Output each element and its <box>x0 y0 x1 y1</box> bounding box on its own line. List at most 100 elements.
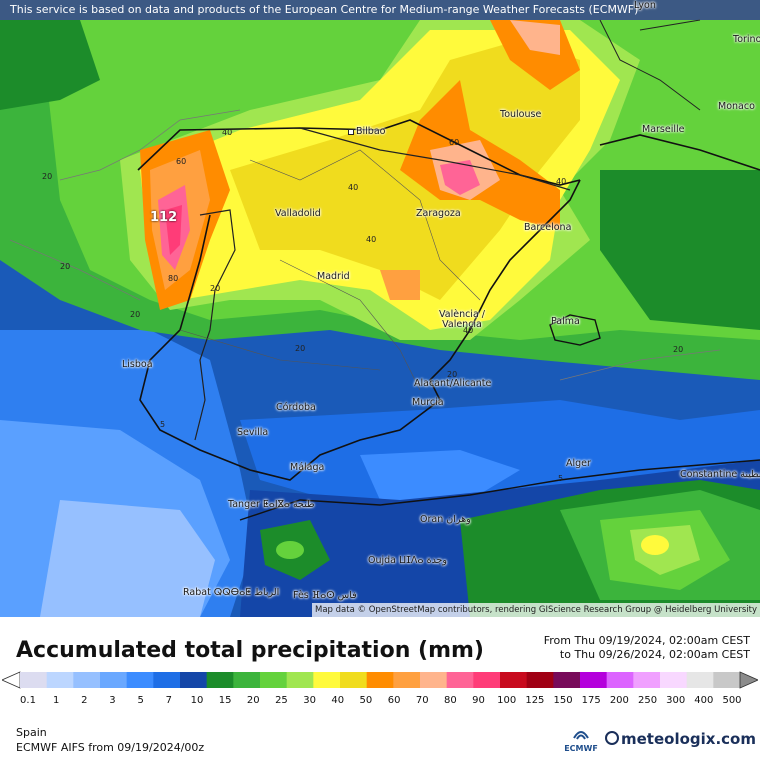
region-label: Spain <box>16 726 47 739</box>
model-run-label: ECMWF AIFS from 09/19/2024/00z <box>16 741 205 754</box>
legend-swatch <box>233 672 261 688</box>
legend-swatch <box>260 672 288 688</box>
city-lisboa[interactable]: Lisboa <box>122 359 153 370</box>
legend-tick-label: 40 <box>331 695 345 706</box>
contour-label: 20 <box>210 284 221 293</box>
ecmwf-logo-icon <box>573 731 589 740</box>
city-murcia[interactable]: Murcia <box>412 397 444 408</box>
legend-swatch <box>100 672 128 688</box>
legend-tick-label: 250 <box>637 695 658 706</box>
contour-label: 5 <box>160 420 166 429</box>
legend-tick-label: 50 <box>359 695 373 706</box>
city-oran[interactable]: Oran وهران <box>420 514 471 525</box>
city-toulouse[interactable]: Toulouse <box>500 109 542 120</box>
legend-swatch <box>366 672 394 688</box>
legend-swatch <box>340 672 368 688</box>
legend-tick-label: 2 <box>81 695 88 706</box>
contour-label: 20 <box>673 345 684 354</box>
legend-swatch <box>153 672 181 688</box>
legend-swatch <box>633 672 661 688</box>
city-valencia[interactable]: València / Valencia <box>439 309 485 330</box>
contour-label: 40 <box>222 128 233 137</box>
chart-title: Accumulated total precipitation (mm) <box>16 638 484 663</box>
city-sevilla[interactable]: Sevilla <box>237 427 269 438</box>
legend-swatch <box>660 672 688 688</box>
contour-label: 5 <box>558 474 564 483</box>
legend-tick-label: 1 <box>52 695 60 706</box>
legend-tick-label: 0.1 <box>20 695 36 706</box>
legend-swatch <box>446 672 474 688</box>
city-lyon[interactable]: Lyon <box>634 0 656 11</box>
disclaimer-banner: This service is based on data and produc… <box>0 0 760 20</box>
legend-swatch <box>286 672 314 688</box>
color-legend <box>2 671 758 689</box>
legend-swatch <box>180 672 208 688</box>
legend-swatch <box>206 672 234 688</box>
precipitation-field <box>0 0 760 617</box>
city-valladolid[interactable]: Valladolid <box>275 208 321 219</box>
city-oujda[interactable]: Oujda ⵡⵊⴷⴰ وجدة <box>368 555 448 566</box>
legend-swatch <box>20 672 48 688</box>
city-malaga[interactable]: Málaga <box>290 462 325 473</box>
city-tanger[interactable]: Tanger ⵟⴰⵏⴵⴰ طنجة <box>228 499 315 510</box>
legend-swatch <box>126 672 154 688</box>
contour-label: 60 <box>176 157 187 166</box>
contour-label: 20 <box>295 344 306 353</box>
legend-tick-label: 90 <box>472 695 485 706</box>
map-attribution: Map data © OpenStreetMap contributors, r… <box>312 603 760 617</box>
max-value-label: 112 <box>150 210 178 225</box>
city-bilbao[interactable]: Bilbao <box>348 126 385 137</box>
city-constantine[interactable]: Constantine قسنطينة <box>680 469 760 480</box>
legend-tick-label: 3 <box>109 695 116 706</box>
city-cordoba[interactable]: Córdoba <box>276 402 316 413</box>
city-rabat[interactable]: Rabat ⵕⵕⴱⴰⵟ الرباط <box>183 587 280 598</box>
time-period: From Thu 09/19/2024, 02:00am CEST to Thu… <box>544 634 750 662</box>
city-monaco[interactable]: Monaco <box>718 101 755 112</box>
legend-swatch <box>473 672 501 688</box>
city-zaragoza[interactable]: Zaragoza <box>416 208 461 219</box>
city-torino[interactable]: Torino <box>733 34 760 45</box>
legend-swatch <box>313 672 341 688</box>
contour-label: 40 <box>348 183 359 192</box>
contour-label: 20 <box>447 370 458 379</box>
legend-tick-label: 15 <box>218 695 232 706</box>
legend-tick-label: 200 <box>609 695 629 706</box>
legend-swatch <box>580 672 608 688</box>
legend-arrow-right <box>739 671 758 689</box>
legend-swatch <box>393 672 421 688</box>
legend-tick-label: 5 <box>137 695 144 706</box>
contour-label: 20 <box>130 310 141 319</box>
legend-tick-label: 150 <box>553 695 573 706</box>
legend-tick-label: 500 <box>722 695 742 706</box>
meteologix-logo[interactable]: meteologix.com <box>605 730 756 748</box>
legend-swatch <box>606 672 634 688</box>
legend-tick-label: 80 <box>444 695 457 706</box>
legend-tick-label: 30 <box>303 695 316 706</box>
city-fes[interactable]: Fès ⴼⴰⵙ فاس <box>293 590 357 601</box>
legend-swatch <box>526 672 554 688</box>
legend-swatch <box>713 672 741 688</box>
legend-tick-label: 125 <box>525 695 545 706</box>
contour-label: 20 <box>42 172 53 181</box>
city-alicante[interactable]: Alacant/Alicante <box>414 378 492 389</box>
contour-label: 20 <box>60 262 71 271</box>
legend-tick-label: 25 <box>275 695 288 706</box>
city-barcelona[interactable]: Barcelona <box>524 222 572 233</box>
city-palma[interactable]: Palma <box>551 316 580 327</box>
legend-swatch <box>420 672 448 688</box>
period-to: to Thu 09/26/2024, 02:00am CEST <box>559 648 750 661</box>
legend-tick-label: 400 <box>694 695 714 706</box>
legend-tick-label: 175 <box>581 695 601 706</box>
legend-tick-label: 100 <box>497 695 517 706</box>
contour-label: 40 <box>556 177 567 186</box>
city-alger[interactable]: Alger <box>566 458 591 469</box>
legend-tick-label: 60 <box>387 695 401 706</box>
precipitation-map[interactable]: This service is based on data and produc… <box>0 0 760 617</box>
legend-arrow-left <box>2 671 21 689</box>
city-marseille[interactable]: Marseille <box>642 124 685 135</box>
legend-tick-label: 10 <box>190 695 204 706</box>
contour-label: 80 <box>168 274 179 283</box>
city-madrid[interactable]: Madrid <box>317 271 350 282</box>
contour-label: 60 <box>449 138 460 147</box>
legend-swatch <box>686 672 714 688</box>
